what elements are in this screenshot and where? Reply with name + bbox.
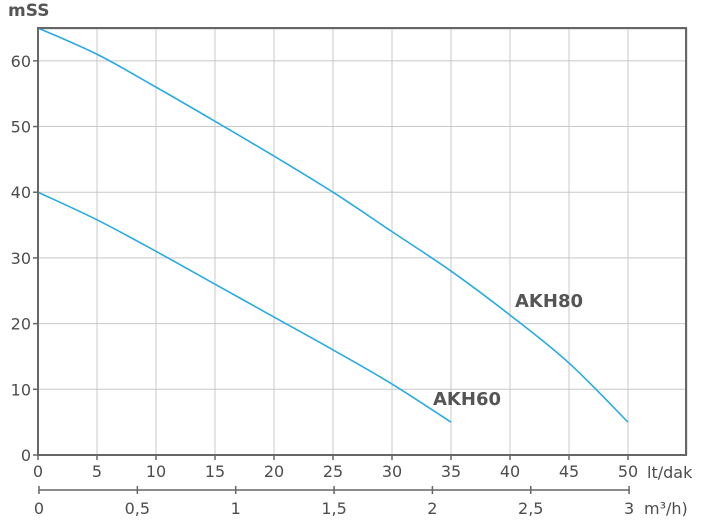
x2-tick-label: 0,5 — [125, 499, 150, 518]
x-tick-label: 45 — [559, 462, 579, 481]
x-tick-label: 35 — [441, 462, 461, 481]
x2-tick-label: 1 — [231, 499, 241, 518]
x-tick-label: 5 — [92, 462, 102, 481]
series-labels: AKH80 AKH60 — [433, 291, 583, 410]
x-tick-label: 10 — [146, 462, 166, 481]
x-tick-label: 25 — [323, 462, 343, 481]
y-tick-label: 40 — [11, 183, 31, 202]
x2-tick-label: 3 — [624, 499, 634, 518]
x-tick-label: 15 — [205, 462, 225, 481]
y-tick-label: 20 — [11, 315, 31, 334]
y-tick-label: 0 — [21, 446, 31, 465]
x2-tick-label: 1,5 — [321, 499, 346, 518]
y-axis-ticks: 0 10 20 30 40 50 60 — [11, 52, 38, 465]
series-label-akh60: AKH60 — [433, 389, 501, 410]
x2-tick-label: 2,5 — [518, 499, 543, 518]
x-tick-label: 20 — [264, 462, 284, 481]
x-axis-label: lt/dak — [647, 463, 693, 482]
x-tick-label: 0 — [33, 462, 43, 481]
secondary-x-axis: 0 0,5 1 1,5 2 2,5 3 — [34, 486, 634, 518]
x-axis-ticks: 0 5 10 15 20 25 30 35 40 45 50 — [33, 455, 638, 481]
y-tick-label: 30 — [11, 249, 31, 268]
grid — [38, 28, 688, 455]
series-line-akh80 — [37, 27, 629, 423]
y-tick-label: 10 — [11, 380, 31, 399]
x2-tick-label: 0 — [34, 499, 44, 518]
x2-axis-label: m³/h) — [644, 499, 688, 518]
series-lines — [37, 27, 629, 423]
plot-frame — [37, 27, 687, 456]
x-tick-label: 40 — [500, 462, 520, 481]
series-label-akh80: AKH80 — [515, 291, 583, 312]
series-line-akh60 — [37, 191, 452, 423]
y-axis-label: mSS — [8, 1, 49, 21]
y-tick-label: 50 — [11, 118, 31, 137]
x2-tick-label: 2 — [427, 499, 437, 518]
x-tick-label: 50 — [618, 462, 638, 481]
x-tick-label: 30 — [382, 462, 402, 481]
y-tick-label: 60 — [11, 52, 31, 71]
